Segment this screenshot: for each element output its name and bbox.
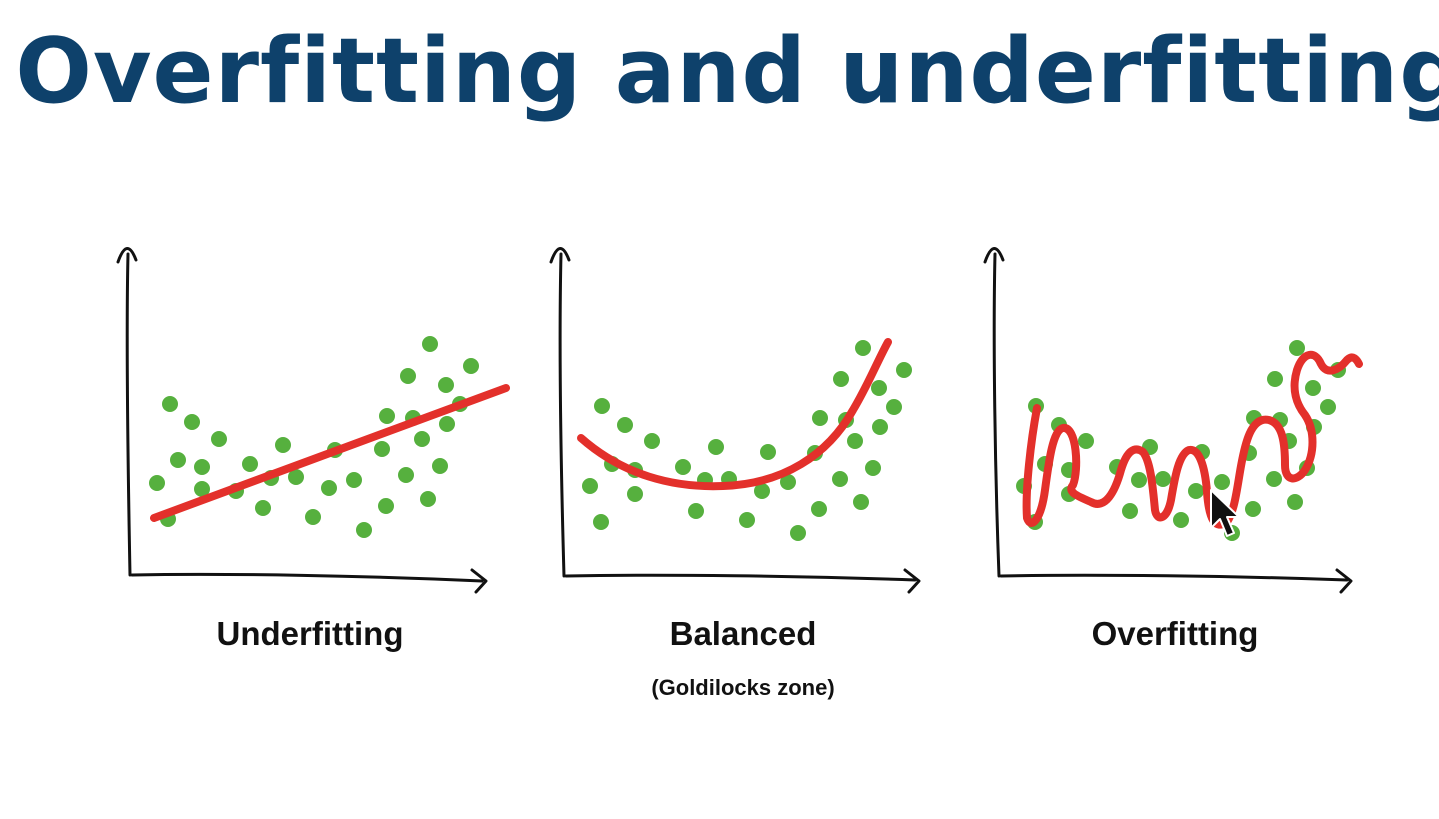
underfitting-label: Underfitting xyxy=(216,615,404,652)
data-points xyxy=(582,340,912,541)
balanced-sublabel: (Goldilocks zone) xyxy=(651,675,835,700)
y-axis-arrowhead xyxy=(549,247,571,264)
y-axis-arrowhead xyxy=(116,247,138,264)
balanced-label: Balanced xyxy=(669,615,817,652)
overfitting-label: Overfitting xyxy=(1091,615,1259,652)
x-axis-arrowhead xyxy=(903,568,921,594)
y-axis xyxy=(125,252,132,577)
x-axis xyxy=(999,573,1349,582)
x-axis-arrowhead xyxy=(1335,568,1353,594)
balanced-curve xyxy=(577,338,892,491)
underfitting-diagram xyxy=(110,230,510,600)
underfitting-plot xyxy=(116,247,510,594)
mouse-cursor-icon xyxy=(1210,489,1240,537)
x-axis-arrowhead xyxy=(470,568,488,594)
y-axis xyxy=(558,252,566,578)
overfitting-plot xyxy=(983,247,1363,594)
data-points xyxy=(149,336,479,538)
balanced-diagram xyxy=(543,230,943,600)
x-axis xyxy=(130,572,484,583)
y-axis-arrowhead xyxy=(983,247,1005,264)
page-title: Overfitting and underfitting xyxy=(15,19,1439,124)
overfitting-diagram xyxy=(975,230,1375,600)
x-axis xyxy=(564,573,917,582)
y-axis xyxy=(992,252,1001,578)
balanced-plot xyxy=(549,247,921,594)
underfit-line xyxy=(150,384,510,522)
overfit-curve xyxy=(1022,351,1363,529)
